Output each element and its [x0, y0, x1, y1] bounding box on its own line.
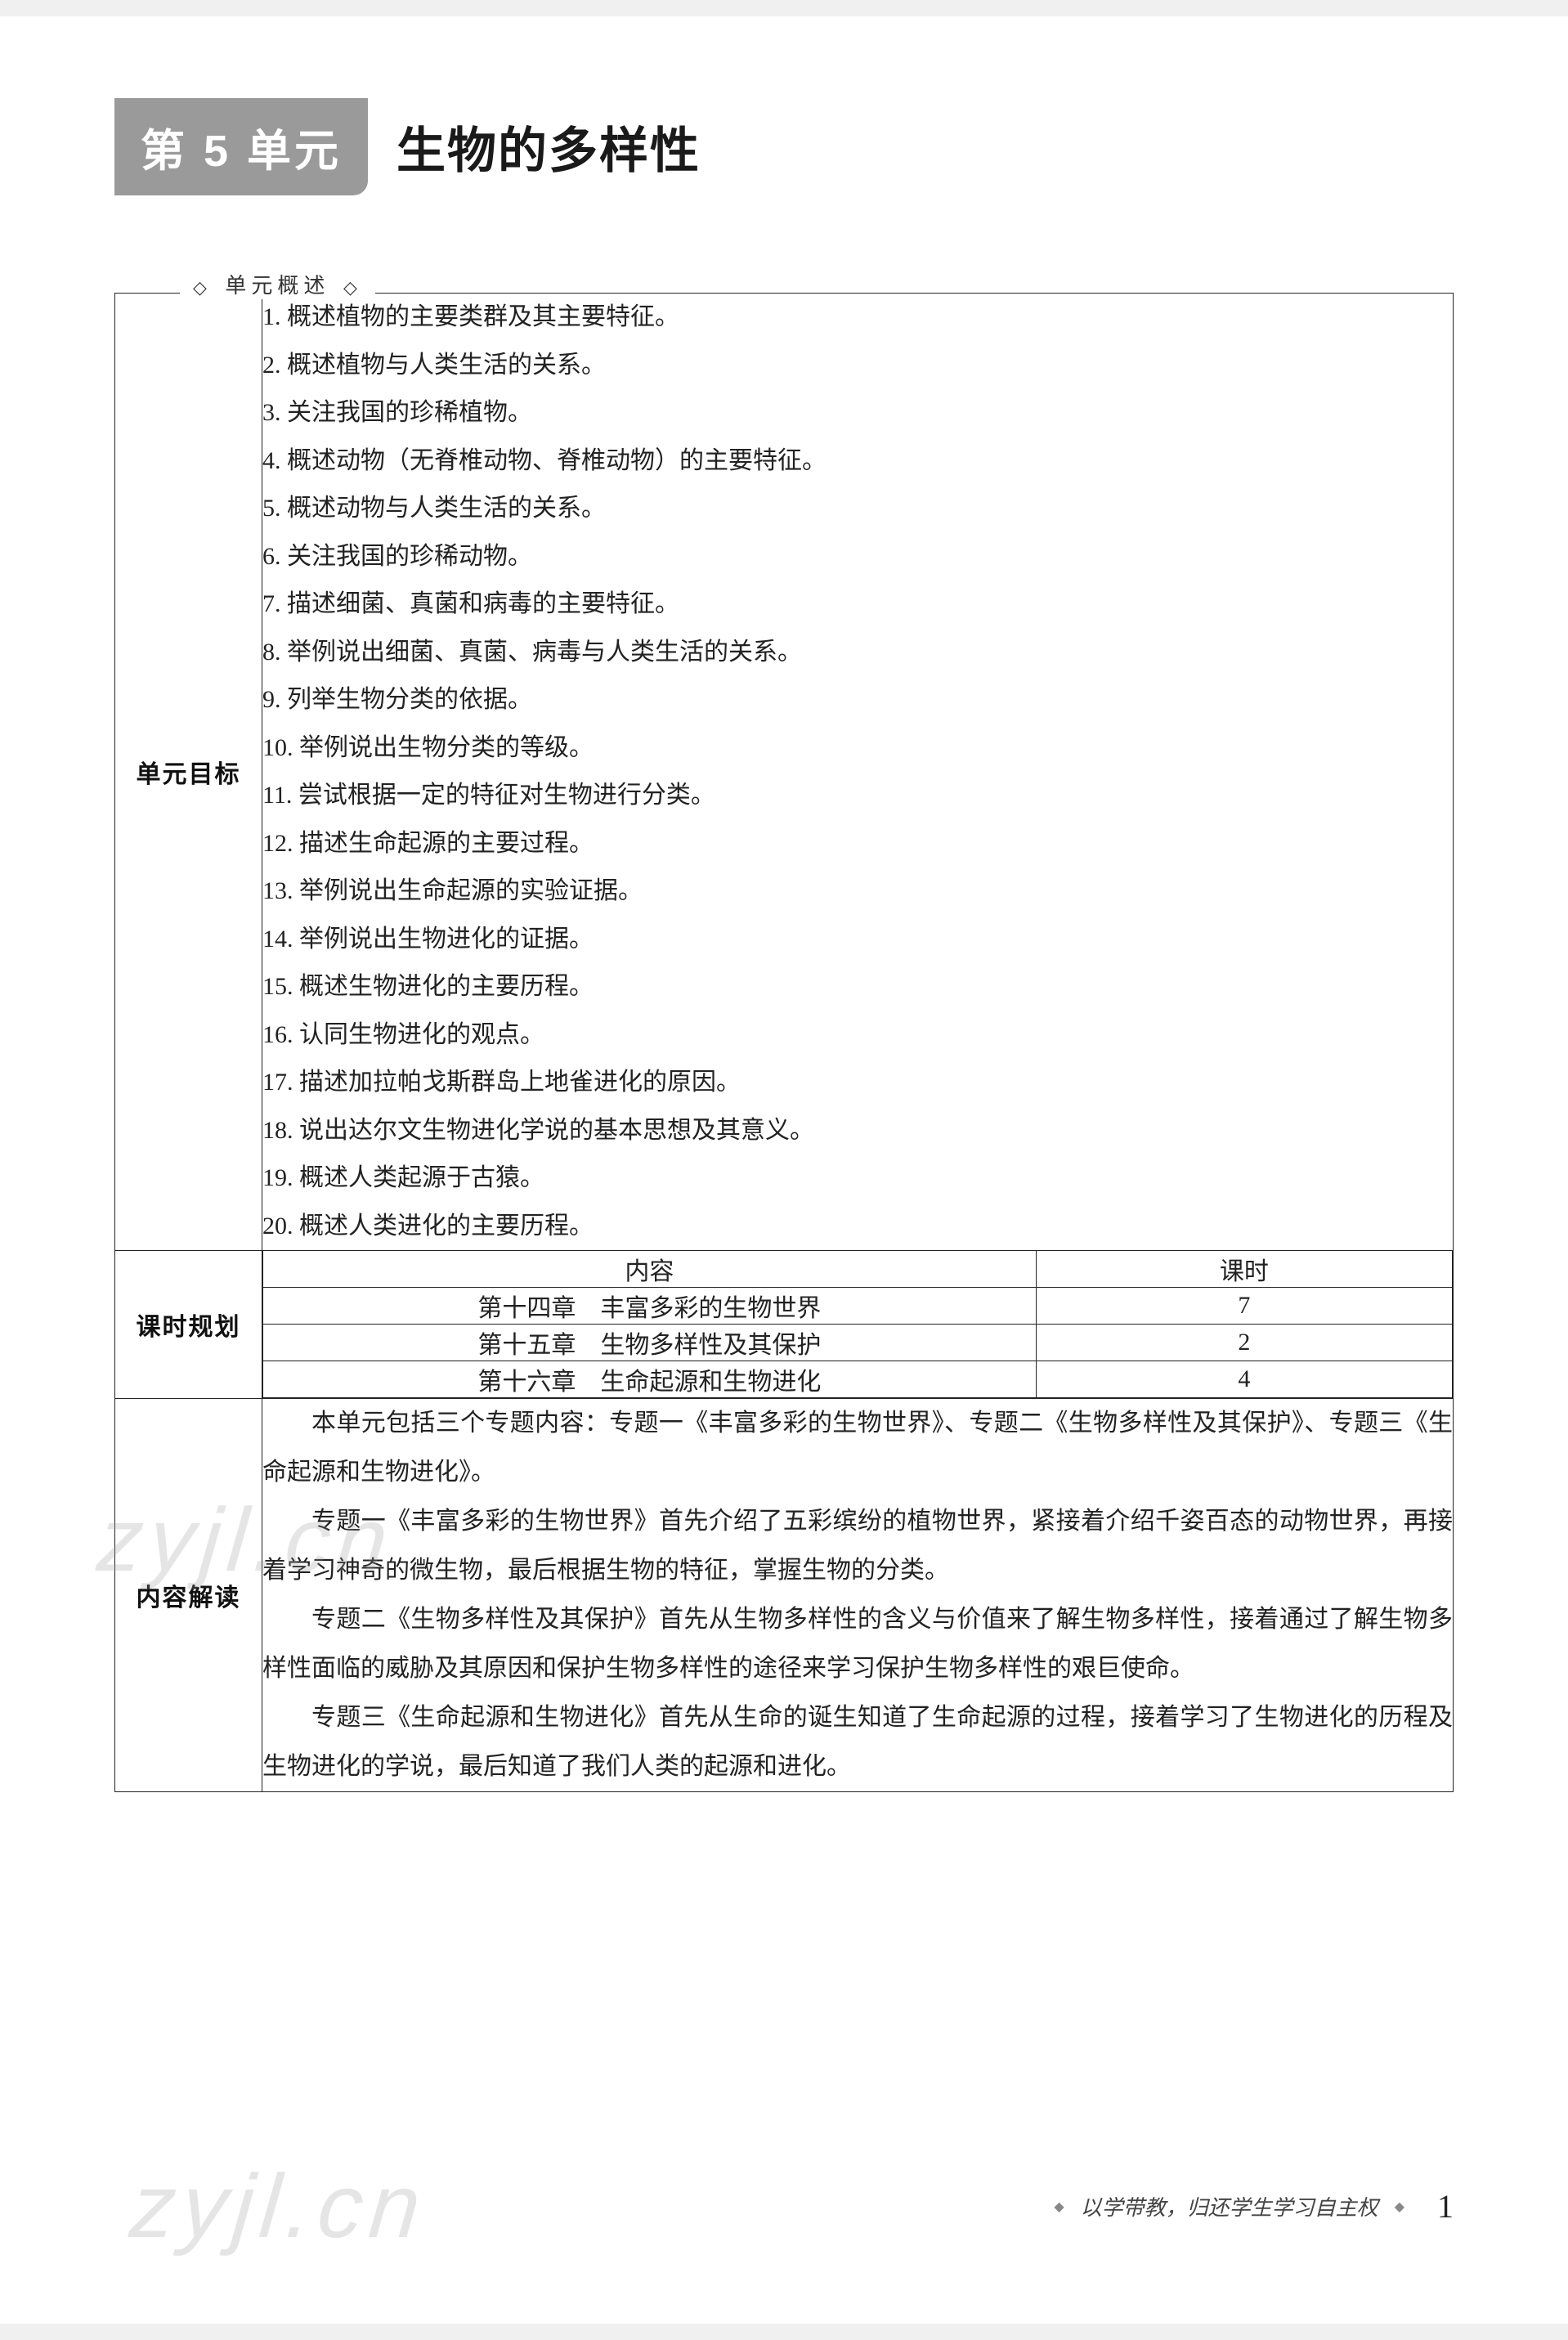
unit-tab: 第 5 单元 [114, 98, 368, 195]
unit-header: 第 5 单元 生物的多样性 [114, 98, 1454, 195]
schedule-chapter: 第十四章 丰富多彩的生物世界 [263, 1288, 1037, 1325]
objectives-cell: 1. 概述植物的主要类群及其主要特征。 2. 概述植物与人类生活的关系。 3. … [262, 294, 1454, 1251]
page: 第 5 单元 生物的多样性 ◇ 单元概述 ◇ 单元目标 1. 概述植物的主要类群… [0, 16, 1568, 2324]
section-label-row: ◇ 单元概述 ◇ [114, 269, 1454, 294]
objective-item: 2. 概述植物与人类生活的关系。 [262, 342, 1453, 390]
objectives-label: 单元目标 [115, 294, 262, 1251]
objective-item: 5. 概述动物与人类生活的关系。 [262, 485, 1453, 533]
objectives-list: 1. 概述植物的主要类群及其主要特征。 2. 概述植物与人类生活的关系。 3. … [262, 294, 1453, 1250]
content-paragraph: 专题一《丰富多彩的生物世界》首先介绍了五彩缤纷的植物世界，紧接着介绍千姿百态的动… [262, 1497, 1453, 1595]
objective-item: 19. 概述人类起源于古猿。 [262, 1154, 1453, 1203]
watermark: zyjl.cn [126, 2154, 431, 2258]
objective-item: 3. 关注我国的珍稀植物。 [262, 389, 1453, 437]
objective-item: 4. 概述动物（无脊椎动物、脊椎动物）的主要特征。 [262, 437, 1453, 486]
schedule-row-item: 第十五章 生物多样性及其保护 2 [263, 1325, 1453, 1361]
content-label: 内容解读 [115, 1399, 262, 1792]
schedule-row-item: 第十四章 丰富多彩的生物世界 7 [263, 1288, 1453, 1325]
schedule-hours-header: 课时 [1036, 1251, 1452, 1288]
content-cell: 本单元包括三个专题内容：专题一《丰富多彩的生物世界》、专题二《生物多样性及其保护… [262, 1399, 1454, 1792]
objective-item: 1. 概述植物的主要类群及其主要特征。 [262, 294, 1453, 342]
objective-item: 11. 尝试根据一定的特征对生物进行分类。 [262, 772, 1453, 820]
objective-item: 6. 关注我国的珍稀动物。 [262, 533, 1453, 581]
content-row: 内容解读 本单元包括三个专题内容：专题一《丰富多彩的生物世界》、专题二《生物多样… [115, 1399, 1454, 1792]
schedule-row-item: 第十六章 生命起源和生物进化 4 [263, 1361, 1453, 1398]
objective-item: 18. 说出达尔文生物进化学说的基本思想及其意义。 [262, 1107, 1453, 1155]
schedule-table: 内容 课时 第十四章 丰富多彩的生物世界 7 第十五章 生物多样性及其保护 2 … [262, 1251, 1453, 1398]
schedule-content-header: 内容 [263, 1251, 1037, 1288]
schedule-row: 课时规划 内容 课时 第十四章 丰富多彩的生物世界 7 第十五章 生物多样性及其… [115, 1251, 1454, 1399]
objective-item: 16. 认同生物进化的观点。 [262, 1011, 1453, 1060]
section-label-text: 单元概述 [225, 274, 329, 298]
schedule-label: 课时规划 [115, 1251, 262, 1399]
content-paragraph: 本单元包括三个专题内容：专题一《丰富多彩的生物世界》、专题二《生物多样性及其保护… [262, 1399, 1453, 1497]
overview-table: 单元目标 1. 概述植物的主要类群及其主要特征。 2. 概述植物与人类生活的关系… [114, 293, 1454, 1792]
objective-item: 9. 列举生物分类的依据。 [262, 676, 1453, 724]
schedule-cell: 内容 课时 第十四章 丰富多彩的生物世界 7 第十五章 生物多样性及其保护 2 … [262, 1251, 1454, 1399]
section-overview-label: ◇ 单元概述 ◇ [180, 269, 375, 299]
bullet-icon: ◆ [1054, 2199, 1064, 2215]
objective-item: 10. 举例说出生物分类的等级。 [262, 724, 1453, 773]
page-number: 1 [1437, 2187, 1454, 2226]
schedule-hours: 2 [1036, 1325, 1452, 1361]
objective-item: 14. 举例说出生物进化的证据。 [262, 916, 1453, 964]
schedule-chapter: 第十五章 生物多样性及其保护 [263, 1325, 1037, 1361]
bullet-icon: ◆ [1395, 2199, 1404, 2215]
footer-slogan: 以学带教，归还学生学习自主权 [1081, 2191, 1378, 2221]
objective-item: 13. 举例说出生命起源的实验证据。 [262, 867, 1453, 916]
objective-item: 15. 概述生物进化的主要历程。 [262, 963, 1453, 1011]
schedule-chapter: 第十六章 生命起源和生物进化 [263, 1361, 1037, 1398]
objective-item: 17. 描述加拉帕戈斯群岛上地雀进化的原因。 [262, 1059, 1453, 1107]
content-paragraph: 专题三《生命起源和生物进化》首先从生命的诞生知道了生命起源的过程，接着学习了生物… [262, 1693, 1453, 1791]
objective-item: 7. 描述细菌、真菌和病毒的主要特征。 [262, 581, 1453, 629]
schedule-hours: 4 [1036, 1361, 1452, 1398]
page-footer: ◆ 以学带教，归还学生学习自主权 ◆ 1 [1054, 2187, 1454, 2226]
unit-title: 生物的多样性 [396, 111, 701, 182]
objectives-row: 单元目标 1. 概述植物的主要类群及其主要特征。 2. 概述植物与人类生活的关系… [115, 294, 1454, 1251]
objective-item: 20. 概述人类进化的主要历程。 [262, 1203, 1453, 1251]
schedule-hours: 7 [1036, 1288, 1452, 1325]
schedule-header-row: 内容 课时 [263, 1251, 1453, 1288]
objective-item: 12. 描述生命起源的主要过程。 [262, 820, 1453, 868]
diamond-icon: ◇ [343, 277, 362, 298]
content-paragraph: 专题二《生物多样性及其保护》首先从生物多样性的含义与价值来了解生物多样性，接着通… [262, 1595, 1453, 1693]
diamond-icon: ◇ [193, 277, 212, 298]
objective-item: 8. 举例说出细菌、真菌、病毒与人类生活的关系。 [262, 629, 1453, 677]
